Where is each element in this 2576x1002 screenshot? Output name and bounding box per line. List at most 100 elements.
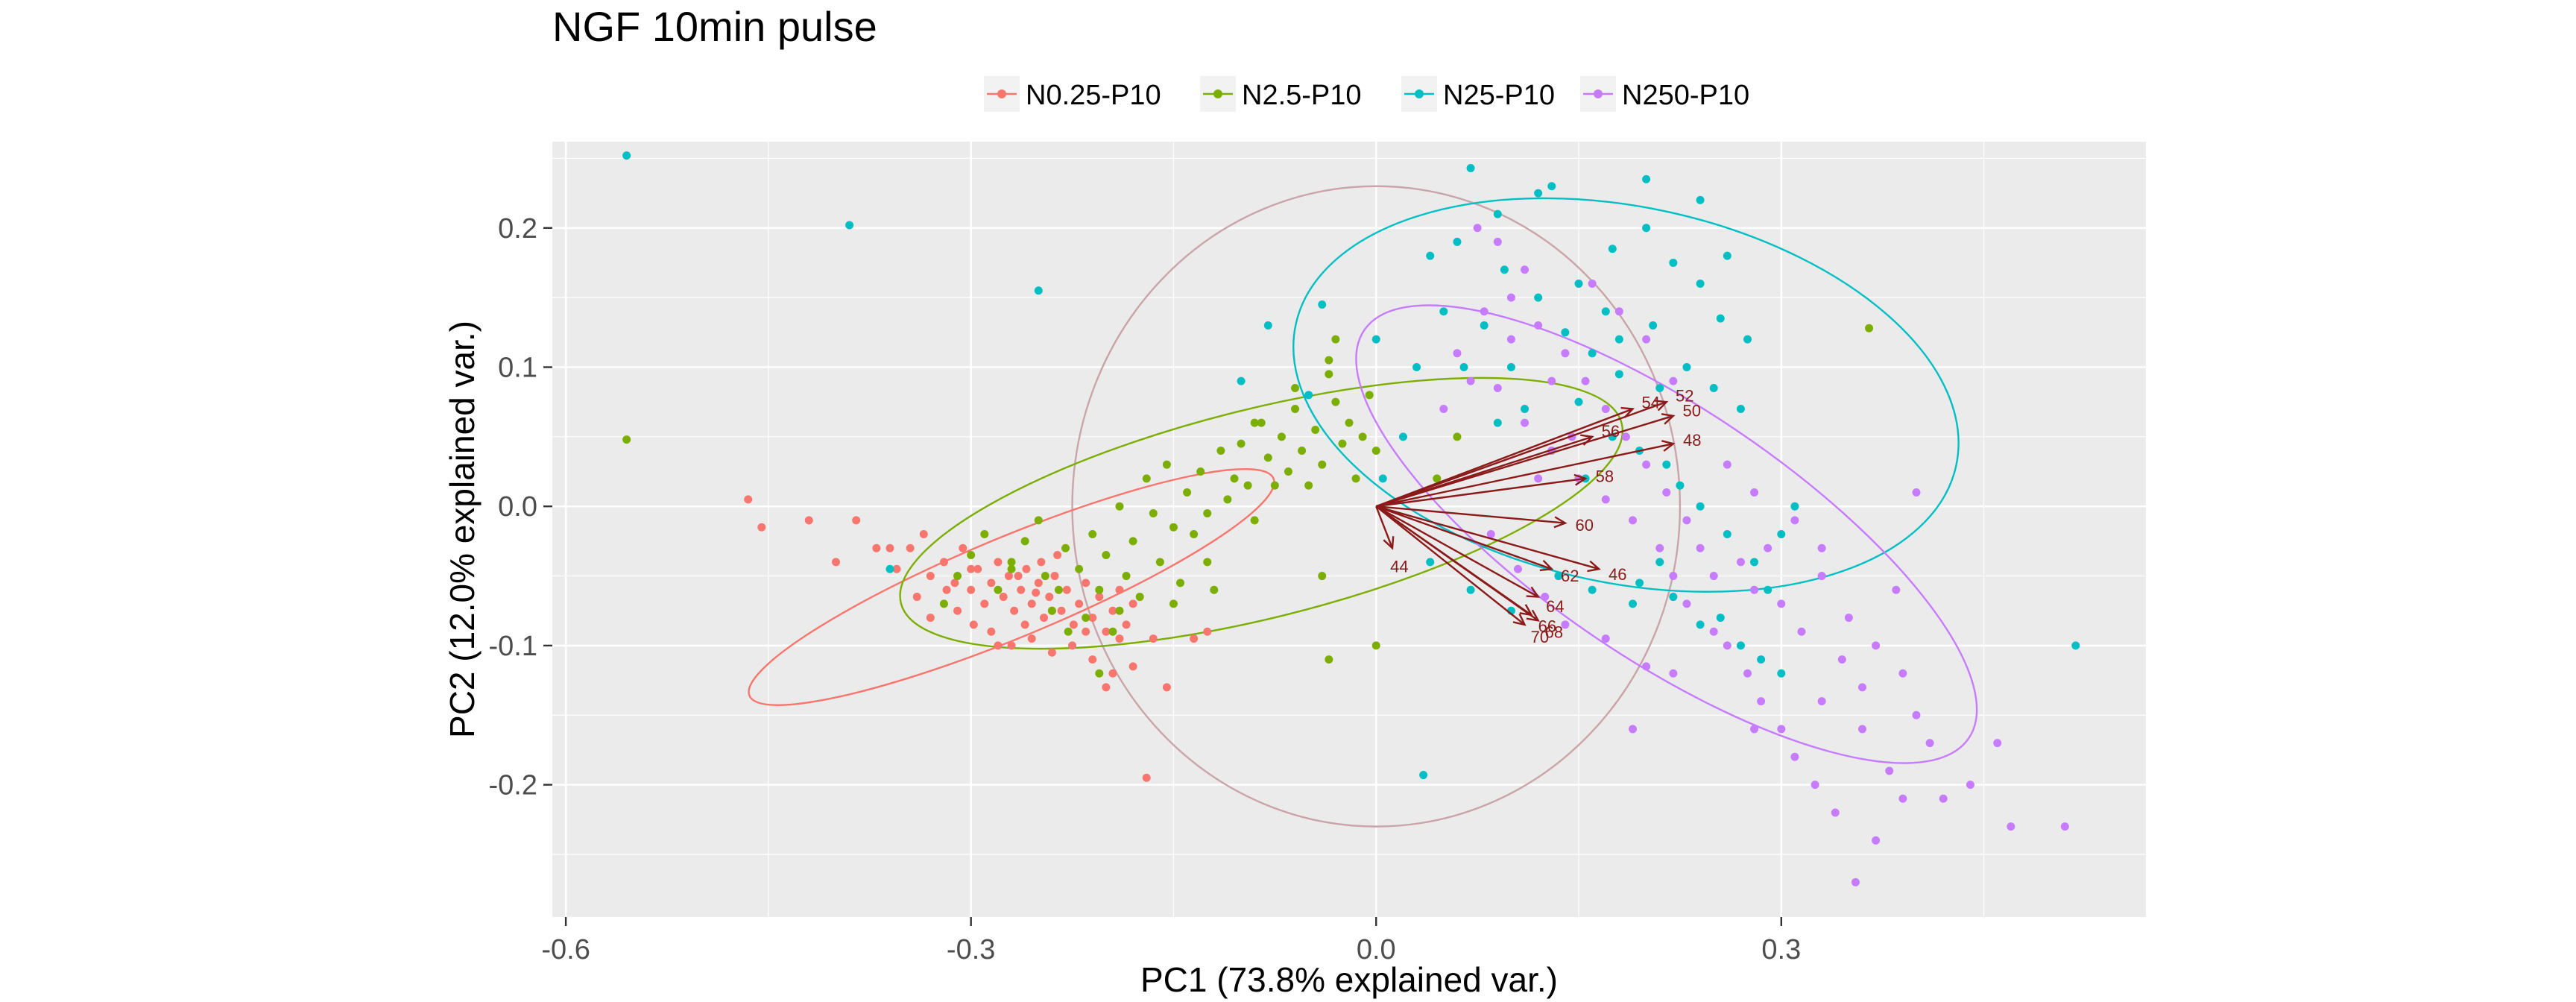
- point-N2.5-P10: [1358, 432, 1367, 441]
- point-N0.25-P10: [1149, 634, 1158, 643]
- point-N250-P10: [1601, 404, 1610, 413]
- point-N250-P10: [1506, 335, 1515, 344]
- point-N250-P10: [1790, 752, 1799, 761]
- y-axis-label: PC2 (12.0% explained var.): [443, 321, 482, 738]
- point-N0.25-P10: [906, 543, 915, 552]
- point-N25-P10: [1655, 558, 1664, 567]
- loading-arrowhead: [1526, 609, 1540, 622]
- point-N25-P10: [1608, 245, 1617, 253]
- point-N2.5-P10: [1210, 585, 1219, 594]
- point-N250-P10: [1614, 307, 1623, 316]
- point-N0.25-P10: [1057, 606, 1066, 615]
- point-N2.5-P10: [1095, 669, 1104, 678]
- loading-arrowhead: [1661, 413, 1676, 425]
- legend-item-N25-P10: N25-P10: [1401, 76, 1555, 112]
- point-N250-P10: [1858, 725, 1867, 734]
- point-N25-P10: [1466, 585, 1475, 594]
- point-N25-P10: [1696, 195, 1705, 204]
- point-N250-P10: [1480, 307, 1489, 316]
- x-axis-label: PC1 (73.8% explained var.): [1140, 960, 1558, 999]
- point-N250-P10: [1588, 279, 1597, 288]
- point-N250-P10: [1777, 599, 1786, 608]
- point-N250-P10: [1912, 710, 1921, 719]
- point-N2.5-P10: [1325, 356, 1333, 365]
- point-N2.5-P10: [1054, 585, 1063, 594]
- point-N250-P10: [1439, 404, 1448, 413]
- y-tick-label: 0.0: [498, 491, 537, 523]
- point-N250-P10: [1966, 781, 1974, 790]
- point-N2.5-P10: [1865, 324, 1874, 333]
- point-N25-P10: [1757, 655, 1766, 664]
- point-N0.25-P10: [1102, 683, 1111, 692]
- point-N0.25-P10: [1102, 627, 1111, 636]
- point-N25-P10: [1371, 335, 1380, 344]
- loading-arrowhead: [1661, 440, 1676, 452]
- point-N25-P10: [1318, 300, 1327, 309]
- point-N0.25-P10: [919, 530, 928, 539]
- point-N0.25-P10: [757, 523, 766, 532]
- loading-arrow: [1376, 505, 1566, 524]
- point-N250-P10: [1898, 669, 1907, 678]
- point-N2.5-P10: [939, 599, 948, 608]
- point-N2.5-P10: [1250, 418, 1259, 427]
- point-N25-P10: [1237, 376, 1246, 385]
- point-N2.5-P10: [967, 551, 976, 560]
- point-N25-P10: [886, 564, 894, 573]
- point-N250-P10: [1473, 224, 1482, 233]
- legend: N0.25-P10 N2.5-P10 N25-P10 N250-P10: [984, 76, 1749, 112]
- point-N0.25-P10: [969, 620, 978, 629]
- point-N0.25-P10: [1128, 662, 1137, 671]
- point-N0.25-P10: [1095, 593, 1104, 602]
- point-N0.25-P10: [994, 558, 1003, 567]
- point-N0.25-P10: [1004, 572, 1013, 581]
- point-N2.5-P10: [1034, 516, 1043, 525]
- point-N25-P10: [1493, 418, 1502, 427]
- point-N2.5-P10: [1338, 439, 1347, 448]
- point-N2.5-P10: [1149, 509, 1158, 518]
- point-N250-P10: [1534, 321, 1543, 330]
- point-N250-P10: [1797, 627, 1806, 636]
- point-N25-P10: [1034, 286, 1043, 295]
- point-N2.5-P10: [1230, 474, 1239, 483]
- point-N2.5-P10: [1007, 558, 1016, 567]
- point-N0.25-P10: [1115, 585, 1124, 594]
- loading-arrow: [1375, 435, 1593, 508]
- loading-label: 46: [1609, 565, 1626, 584]
- point-N0.25-P10: [1032, 588, 1041, 597]
- loading-arrowhead: [1512, 613, 1527, 626]
- point-N250-P10: [1750, 725, 1759, 734]
- point-N0.25-P10: [872, 543, 881, 552]
- loading-label: 48: [1683, 431, 1701, 450]
- point-N25-P10: [1723, 530, 1731, 539]
- legend-key-point: [1594, 89, 1603, 98]
- point-N0.25-P10: [1027, 599, 1036, 608]
- point-N25-P10: [1601, 307, 1610, 316]
- point-N0.25-P10: [967, 585, 976, 594]
- legend-key-point: [1415, 89, 1424, 98]
- point-N0.25-P10: [1047, 648, 1056, 657]
- point-N2.5-P10: [1020, 537, 1029, 546]
- point-N2.5-P10: [1291, 404, 1300, 413]
- point-N25-P10: [2071, 641, 2080, 650]
- loading-label: 44: [1390, 557, 1408, 576]
- point-N2.5-P10: [1351, 474, 1360, 483]
- point-N0.25-P10: [1075, 599, 1084, 608]
- point-N2.5-P10: [1169, 599, 1178, 608]
- loading-label: 60: [1576, 516, 1594, 535]
- point-N0.25-P10: [831, 558, 840, 567]
- point-N250-P10: [1669, 376, 1678, 385]
- point-N250-P10: [1892, 585, 1901, 594]
- point-N2.5-P10: [1318, 572, 1327, 581]
- point-N2.5-P10: [622, 435, 631, 444]
- point-N250-P10: [1561, 349, 1570, 358]
- point-N2.5-P10: [1325, 655, 1333, 664]
- point-N250-P10: [1831, 808, 1840, 817]
- x-tick-label: -0.6: [541, 934, 590, 965]
- point-N250-P10: [1817, 543, 1826, 552]
- point-N25-P10: [1777, 669, 1786, 678]
- point-N25-P10: [1736, 641, 1745, 650]
- point-N25-P10: [1459, 362, 1468, 371]
- point-N2.5-P10: [994, 585, 1003, 594]
- point-N25-P10: [1412, 362, 1421, 371]
